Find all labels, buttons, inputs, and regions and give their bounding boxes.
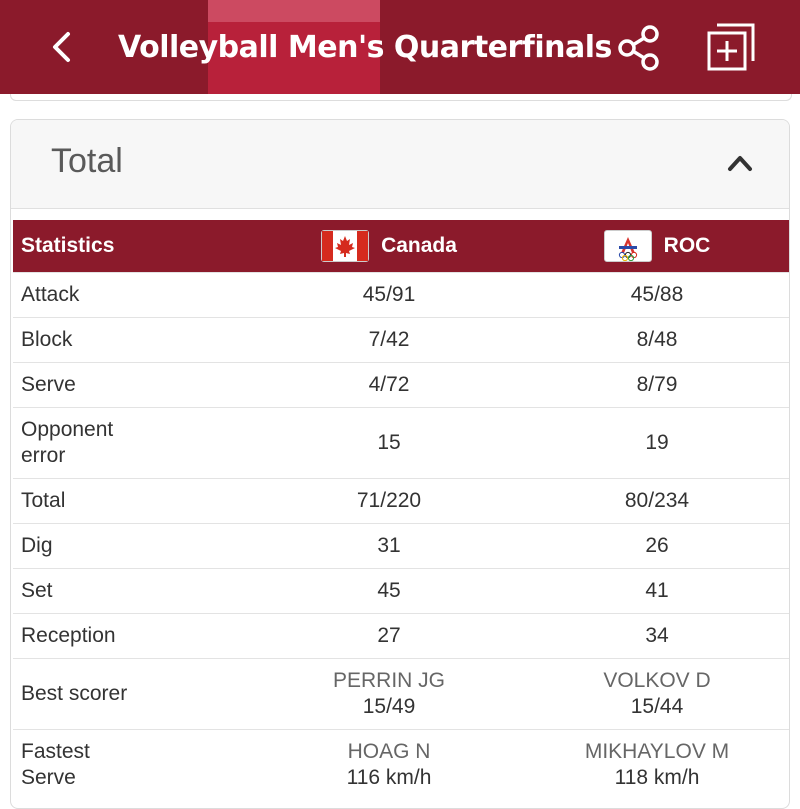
table-row-set: Set 45 41 — [13, 568, 789, 614]
player-name: HOAG N — [347, 740, 431, 763]
canada-best-scorer: PERRIN JG 15/49 — [253, 658, 525, 730]
column-header-canada: Canada — [253, 220, 525, 273]
table-row-best-scorer: Best scorer PERRIN JG 15/49 VOLKOV D 15/… — [13, 658, 789, 730]
canada-value: 45 — [253, 568, 525, 614]
canada-fastest-serve: HOAG N 116 km/h — [253, 729, 525, 800]
canada-value: 31 — [253, 523, 525, 569]
section-header-total[interactable]: Total — [11, 120, 789, 209]
table-row-dig: Dig 31 26 — [13, 523, 789, 569]
player-name: VOLKOV D — [603, 669, 711, 692]
canada-flag-icon — [321, 230, 370, 262]
row-label: Set — [13, 568, 253, 614]
row-label: Attack — [13, 272, 253, 318]
chevron-left-icon — [53, 32, 70, 62]
roc-value: 80/234 — [525, 478, 789, 524]
row-label-line2: Serve — [21, 766, 76, 789]
roc-value: 45/88 — [525, 272, 789, 318]
roc-value: 41 — [525, 568, 789, 614]
canada-value: 4/72 — [253, 362, 525, 408]
add-to-list-icon — [707, 23, 755, 71]
table-row-attack: Attack 45/91 45/88 — [13, 272, 789, 318]
stats-card: Total Statistics — [10, 119, 790, 809]
row-label-line1: Fastest — [21, 740, 90, 763]
player-name: MIKHAYLOV M — [584, 740, 730, 763]
roc-value: 8/79 — [525, 362, 789, 408]
player-value: 15/44 — [630, 695, 684, 718]
row-label: Fastest Serve — [13, 729, 253, 800]
canada-value: 45/91 — [253, 272, 525, 318]
table-row-opponent-error: Opponent error 15 19 — [13, 407, 789, 479]
table-row-total: Total 71/220 80/234 — [13, 478, 789, 524]
row-label: Opponent error — [13, 407, 253, 479]
row-label: Total — [13, 478, 253, 524]
chevron-up-icon[interactable] — [727, 152, 753, 174]
row-label: Best scorer — [13, 658, 253, 730]
share-icon — [618, 25, 659, 71]
page-title: Volleyball Men's Quarterfinals — [118, 30, 612, 65]
team-name-roc: ROC — [663, 234, 711, 257]
row-label: Serve — [13, 362, 253, 408]
canada-value: 7/42 — [253, 317, 525, 363]
table-row-reception: Reception 27 34 — [13, 613, 789, 659]
share-button[interactable] — [614, 22, 664, 74]
column-header-statistics: Statistics — [13, 220, 253, 273]
player-name: PERRIN JG — [332, 669, 445, 692]
row-label: Dig — [13, 523, 253, 569]
back-button[interactable] — [38, 22, 84, 72]
previous-card-bottom — [10, 94, 792, 101]
player-value: 118 km/h — [614, 766, 700, 789]
player-value: 116 km/h — [346, 766, 432, 789]
header-accent-band-top — [208, 0, 380, 22]
table-row-block: Block 7/42 8/48 — [13, 317, 789, 363]
table-row-serve: Serve 4/72 8/79 — [13, 362, 789, 408]
roc-value: 19 — [525, 407, 789, 479]
roc-value: 26 — [525, 523, 789, 569]
table-row-fastest-serve: Fastest Serve HOAG N 116 km/h MIKHAYLOV … — [13, 729, 789, 800]
canada-value: 71/220 — [253, 478, 525, 524]
table-header-row: Statistics Canada — [13, 220, 789, 273]
row-label-line1: Opponent — [21, 418, 114, 441]
roc-best-scorer: VOLKOV D 15/44 — [525, 658, 789, 730]
team-name-canada: Canada — [381, 234, 457, 257]
roc-fastest-serve: MIKHAYLOV M 118 km/h — [525, 729, 789, 800]
player-value: 15/49 — [362, 695, 416, 718]
row-label: Reception — [13, 613, 253, 659]
section-title: Total — [51, 142, 123, 180]
canada-value: 27 — [253, 613, 525, 659]
top-app-bar: Volleyball Men's Quarterfinals — [0, 0, 800, 94]
add-to-list-button[interactable] — [702, 20, 760, 74]
row-label: Block — [13, 317, 253, 363]
column-header-roc: ROC — [525, 220, 789, 273]
roc-flag-icon — [603, 230, 652, 262]
canada-value: 15 — [253, 407, 525, 479]
stats-table: Statistics Canada — [13, 220, 789, 800]
roc-value: 8/48 — [525, 317, 789, 363]
roc-value: 34 — [525, 613, 789, 659]
row-label-line2: error — [21, 444, 66, 467]
